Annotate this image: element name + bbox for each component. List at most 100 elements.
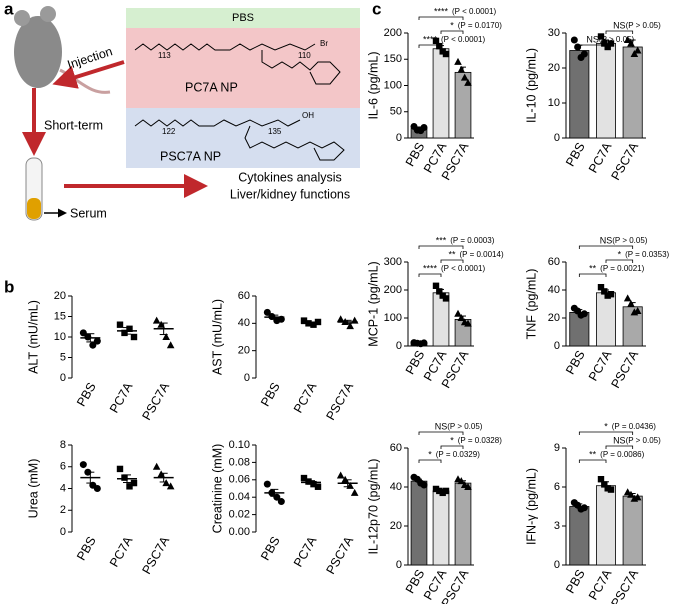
- structure-label: Br: [320, 39, 328, 48]
- x-tick-label: PBS: [258, 534, 283, 563]
- point: [314, 483, 322, 490]
- schematic: PBS PC7A NP PSC7A NP 113 110 Br 122 135 …: [14, 6, 360, 221]
- point: [273, 493, 281, 501]
- point: [79, 329, 87, 337]
- point: [300, 317, 308, 324]
- y-tick-label: 150: [384, 53, 402, 65]
- y-tick-label: 60: [548, 256, 560, 268]
- box-label: PC7A NP: [185, 80, 238, 94]
- point: [162, 479, 170, 487]
- point: [633, 46, 642, 54]
- bar: [432, 490, 450, 566]
- point: [623, 294, 632, 302]
- box-label: PBS: [232, 12, 254, 24]
- y-tick-label: 20: [238, 345, 250, 357]
- p-value-label: (P > 0.05): [599, 35, 635, 44]
- x-tick-label: PC7A: [107, 534, 136, 570]
- pbs-box: [126, 8, 360, 28]
- significance-label: NS: [600, 235, 613, 245]
- point: [166, 341, 175, 349]
- point: [627, 490, 635, 498]
- y-tick-label: 0.10: [229, 439, 250, 451]
- point: [604, 292, 611, 299]
- p-value-label: (P > 0.05): [612, 236, 648, 245]
- point: [432, 485, 440, 493]
- significance-bracket: [440, 445, 464, 449]
- point: [268, 313, 276, 320]
- point: [601, 288, 608, 295]
- point: [89, 341, 97, 349]
- point: [162, 333, 170, 340]
- point: [439, 48, 446, 55]
- significance-bracket: [440, 30, 464, 34]
- point: [442, 295, 450, 302]
- structure-label: 110: [298, 51, 311, 60]
- x-tick-label: PSC7A: [323, 380, 356, 423]
- y-axis-label: IFN-γ (pg/mL): [524, 468, 538, 545]
- mouse-ear: [40, 6, 56, 22]
- significance-bracket: [578, 459, 607, 463]
- y-tick-label: 20: [54, 290, 66, 302]
- point: [454, 309, 462, 317]
- point: [420, 481, 428, 489]
- x-tick-label: PBS: [563, 140, 588, 169]
- significance-label: *: [604, 421, 608, 431]
- point: [436, 288, 443, 295]
- point: [580, 50, 588, 58]
- y-tick-label: 0: [396, 559, 402, 571]
- point: [126, 325, 133, 332]
- bar: [596, 43, 617, 139]
- point: [570, 36, 578, 44]
- significance-label: **: [589, 449, 597, 459]
- x-tick-label: PSC7A: [608, 567, 641, 604]
- y-tick-label: 0: [60, 372, 66, 384]
- significance-label: *: [428, 449, 432, 459]
- box-label: PSC7A NP: [160, 149, 221, 163]
- x-tick-label: PSC7A: [139, 380, 172, 423]
- p-value-label: (P > 0.05): [447, 422, 483, 431]
- significance-label: **: [589, 263, 597, 273]
- bar: [596, 292, 617, 347]
- point: [633, 307, 642, 314]
- significance-label: NS: [435, 421, 448, 431]
- significance-label: NS: [586, 34, 599, 44]
- point: [439, 489, 446, 497]
- point: [460, 73, 469, 81]
- point: [310, 480, 317, 488]
- point: [336, 471, 345, 479]
- point: [130, 333, 138, 341]
- p-value-label: (P > 0.05): [626, 21, 662, 30]
- significance-bracket: [418, 44, 442, 48]
- point: [116, 321, 124, 328]
- y-tick-label: 300: [384, 256, 402, 268]
- serum: [27, 198, 41, 219]
- y-tick-label: 200: [384, 284, 402, 296]
- point: [305, 478, 312, 485]
- y-axis-label: Creatinine (mM): [210, 444, 224, 534]
- y-tick-label: 5: [60, 351, 66, 363]
- point: [607, 486, 615, 493]
- point: [436, 487, 443, 495]
- bar: [454, 482, 472, 566]
- point: [79, 461, 87, 469]
- y-tick-label: 40: [390, 481, 402, 493]
- y-axis-label: Urea (mM): [26, 459, 40, 519]
- p-value-label: (P = 0.0170): [458, 21, 502, 30]
- significance-bracket: [605, 30, 634, 34]
- significance-bracket: [605, 445, 634, 449]
- y-axis-label: MCP-1 (pg/mL): [366, 261, 380, 346]
- point: [420, 339, 428, 347]
- point: [314, 318, 322, 326]
- p-value-label: (P < 0.0001): [452, 7, 496, 16]
- y-tick-label: 3: [554, 520, 560, 532]
- y-tick-label: 8: [60, 439, 66, 451]
- point: [130, 479, 138, 487]
- y-tick-label: 9: [554, 442, 560, 454]
- y-axis-label: IL-6 (pg/mL): [366, 51, 380, 119]
- point: [350, 316, 359, 324]
- point: [623, 36, 632, 43]
- point: [607, 291, 615, 298]
- y-tick-label: 40: [548, 284, 560, 296]
- significance-bracket: [578, 44, 607, 48]
- point: [601, 40, 608, 47]
